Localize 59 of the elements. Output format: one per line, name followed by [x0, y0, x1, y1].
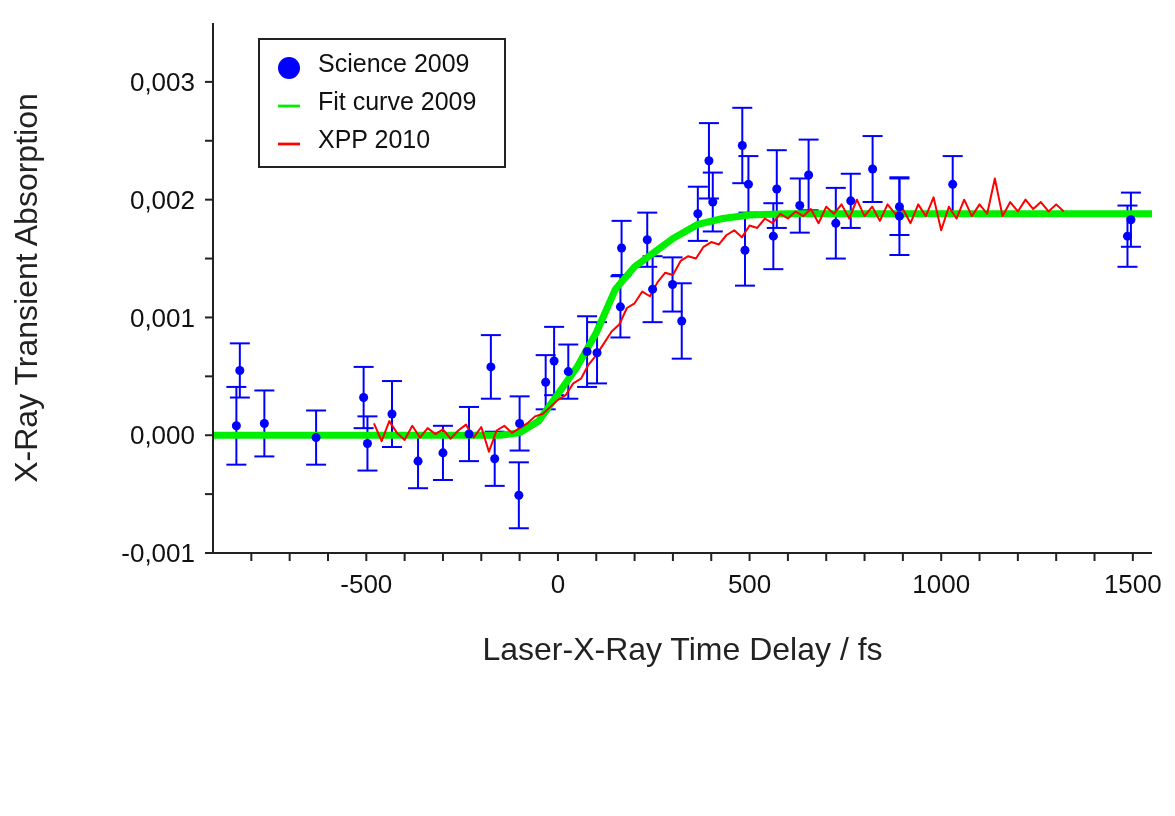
point [235, 365, 245, 375]
y-tick-label: -0,001 [121, 538, 195, 569]
x-axis-title: Laser-X-Ray Time Delay / fs [482, 631, 883, 667]
point [413, 456, 423, 466]
y-tick-label: 0,002 [129, 184, 195, 215]
point [642, 235, 652, 245]
point [1122, 231, 1132, 241]
point [615, 302, 625, 312]
point [563, 367, 573, 377]
point [948, 179, 958, 189]
point [486, 362, 496, 372]
point [804, 170, 814, 180]
point [1126, 215, 1136, 225]
point [737, 140, 747, 150]
point [831, 218, 841, 228]
x-tick-label: 500 [727, 569, 772, 600]
point [464, 429, 474, 439]
point [592, 348, 602, 358]
point [868, 164, 878, 174]
x-tick-label: 1500 [1103, 569, 1162, 600]
point [387, 409, 397, 419]
point [693, 209, 703, 219]
point [490, 454, 500, 464]
y-tick-label: 0,000 [129, 420, 195, 451]
point [704, 156, 714, 166]
legend-label: Science 2009 [318, 49, 470, 77]
point [549, 356, 559, 366]
line-series [372, 177, 1065, 453]
point [648, 284, 658, 294]
point [668, 279, 678, 289]
legend-label: XPP 2010 [318, 125, 431, 153]
point [311, 433, 321, 443]
point [231, 421, 241, 431]
point [740, 245, 750, 255]
y-tick-label: 0,001 [129, 302, 195, 333]
point [359, 393, 369, 403]
point [259, 418, 269, 428]
point [438, 448, 448, 458]
point [541, 377, 551, 387]
point [743, 179, 753, 189]
point [677, 316, 687, 326]
point [894, 202, 904, 212]
point [617, 243, 627, 253]
x-tick-label: -500 [340, 569, 393, 600]
point [515, 418, 525, 428]
y-axis-title: X-Ray Transient Absorption [8, 93, 45, 483]
point [768, 231, 778, 241]
point [708, 197, 718, 207]
point [846, 196, 856, 206]
point [894, 211, 904, 221]
point [795, 201, 805, 211]
legend-label: Fit curve 2009 [318, 87, 477, 115]
x-tick-label: 1000 [912, 569, 971, 600]
y-tick-label: 0,003 [129, 67, 195, 98]
point [514, 490, 524, 500]
point [582, 347, 592, 357]
x-tick-label: 0 [550, 569, 566, 600]
point [772, 184, 782, 194]
point [362, 438, 372, 448]
